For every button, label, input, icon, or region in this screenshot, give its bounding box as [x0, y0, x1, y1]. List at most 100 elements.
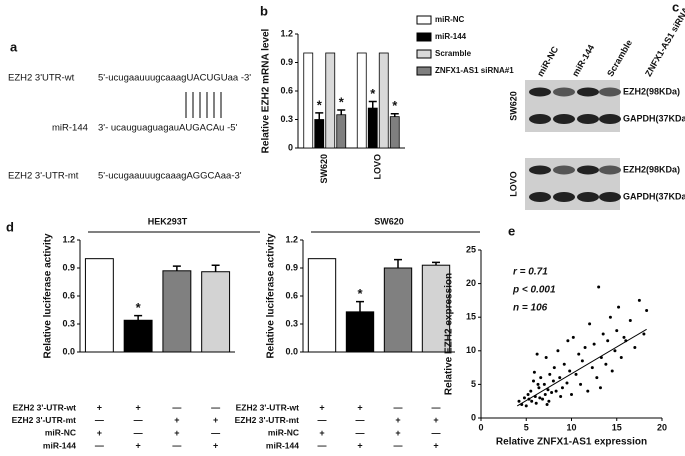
- condition-sign: —: [134, 428, 143, 438]
- point: [558, 376, 562, 380]
- y-tick-label: 0.6: [62, 290, 75, 300]
- y-tick-label: 0.6: [280, 85, 293, 95]
- blot-band: [599, 87, 621, 97]
- point: [628, 319, 632, 323]
- legend-swatch: [416, 66, 432, 76]
- band-label: GAPDH(37KDa): [623, 191, 685, 201]
- y-tick-label: 0.0: [62, 346, 75, 356]
- bar: [345, 311, 375, 353]
- point: [559, 394, 563, 398]
- point: [633, 345, 637, 349]
- condition-sign: —: [211, 402, 220, 412]
- bar: [314, 119, 325, 149]
- error-bar: [172, 265, 181, 271]
- bar: [356, 52, 367, 149]
- panel-label: d: [6, 219, 14, 234]
- point: [534, 401, 538, 405]
- condition-sign: —: [394, 440, 403, 450]
- condition-label: miR-NC: [268, 428, 299, 438]
- sequence: 3'- ucauguaguagauAUGACAu -5': [98, 123, 238, 134]
- error-bar: [134, 314, 143, 321]
- legend-label: ZNFX1-AS1 siRNA#1: [435, 66, 514, 75]
- panel-label: a: [10, 39, 18, 54]
- blot-band: [577, 114, 599, 124]
- panel-label: e: [508, 223, 515, 238]
- x-tick-label: LOVO: [373, 154, 383, 180]
- x-tick-label: 5: [524, 422, 529, 432]
- condition-sign: —: [95, 440, 104, 450]
- x-tick-label: 0: [478, 422, 483, 432]
- condition-sign: —: [172, 402, 181, 412]
- significance: *: [339, 94, 345, 109]
- chart-title: HEK293T: [148, 216, 188, 226]
- point: [517, 399, 521, 403]
- bar: [383, 267, 413, 353]
- legend-label: miR-NC: [435, 15, 465, 24]
- x-tick-label: 15: [612, 422, 622, 432]
- blot-band: [599, 192, 621, 202]
- bar: [367, 107, 378, 149]
- point: [570, 392, 573, 396]
- point: [617, 305, 621, 309]
- condition-label: miR-144: [266, 440, 299, 450]
- blot-band: [577, 192, 599, 202]
- point: [590, 366, 594, 370]
- point: [532, 370, 536, 374]
- point: [537, 386, 541, 390]
- y-tick-label: 20: [466, 278, 476, 288]
- blot-band: [529, 165, 551, 175]
- y-tick-label: 0.0: [285, 346, 298, 356]
- point: [560, 386, 564, 390]
- point: [562, 362, 566, 366]
- point: [545, 403, 549, 407]
- point: [539, 376, 543, 380]
- legend-label: miR-144: [435, 32, 467, 41]
- condition-label: EZH2 3'-UTR-wt: [236, 402, 300, 412]
- point: [542, 382, 546, 386]
- annotation: r = 0.71: [513, 267, 548, 278]
- lane-label: ZNFX1-AS1 siRNA#1: [643, 0, 685, 78]
- condition-label: EZH2 3'-UTR-mt: [235, 415, 300, 425]
- point: [615, 329, 619, 333]
- error-bar: [368, 100, 377, 109]
- y-tick-label: 0: [288, 142, 293, 152]
- condition-sign: +: [135, 402, 140, 412]
- error-bar: [211, 264, 220, 272]
- lane-label: Scramble: [605, 38, 634, 78]
- point: [604, 362, 608, 366]
- condition-sign: +: [213, 415, 218, 425]
- point: [595, 376, 599, 380]
- point: [526, 392, 530, 396]
- condition-sign: +: [433, 415, 438, 425]
- condition-sign: +: [357, 402, 362, 412]
- y-tick-label: 1.2: [62, 234, 75, 244]
- condition-sign: —: [211, 428, 220, 438]
- blot-band: [553, 192, 575, 202]
- condition-sign: —: [394, 402, 403, 412]
- y-axis-label: Relative EZH2 mRNA level: [261, 28, 272, 153]
- point: [637, 298, 641, 302]
- annotation: n = 106: [513, 303, 548, 314]
- legend-swatch: [416, 15, 432, 25]
- point: [613, 349, 617, 353]
- point: [592, 342, 596, 346]
- y-tick-label: 25: [466, 244, 476, 254]
- y-tick-label: 0: [471, 412, 476, 422]
- significance: *: [370, 86, 376, 101]
- group-label: SW620: [508, 91, 518, 121]
- bar: [336, 114, 347, 149]
- point: [580, 359, 584, 363]
- point: [642, 332, 646, 336]
- trendline: [516, 328, 647, 407]
- point: [566, 339, 570, 343]
- bar: [162, 270, 192, 353]
- sequence-panel: EZH2 3'UTR-wt 5'-ucugaauuugcaaagUACUGUaa…: [8, 73, 251, 182]
- bar: [123, 319, 153, 353]
- blot-band: [577, 165, 599, 175]
- bar: [378, 52, 389, 149]
- condition-sign: +: [97, 402, 102, 412]
- blot-band: [529, 87, 551, 97]
- y-tick-label: 0.3: [285, 318, 298, 328]
- point: [546, 388, 550, 392]
- condition-sign: —: [172, 440, 181, 450]
